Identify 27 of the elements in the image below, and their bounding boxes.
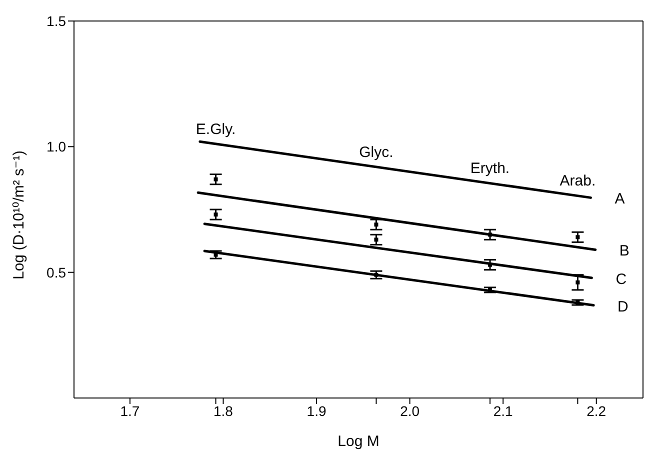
y-tick-label: 0.5 (46, 264, 66, 280)
x-tick-label: 2.1 (493, 402, 514, 419)
x-tick-label: 2.0 (400, 402, 420, 419)
x-tick-label: 1.8 (214, 402, 234, 419)
point (214, 212, 218, 217)
annotation: Eryth. (470, 160, 510, 178)
x-tick-label: 2.2 (586, 402, 606, 419)
annotation: E.Gly. (196, 121, 236, 138)
series-label: D (618, 298, 629, 316)
x-tick-label: 1.9 (306, 402, 326, 419)
x-axis-title: Log M (338, 433, 380, 450)
point (488, 232, 492, 237)
point (214, 177, 218, 182)
point (374, 222, 378, 227)
series-label: B (619, 242, 630, 260)
series-label: A (614, 190, 625, 208)
y-tick-label: 1.5 (46, 12, 66, 29)
point (488, 262, 492, 267)
y-tick-label: 1.0 (46, 138, 66, 155)
y-axis-title: Log (D·10¹⁰/m² s⁻¹) (10, 150, 28, 280)
annotation: Glyc. (359, 144, 394, 161)
series-label: C (616, 270, 627, 288)
annotation: Arab. (560, 172, 596, 190)
point (576, 235, 580, 240)
x-tick-label: 1.7 (120, 402, 140, 419)
point (576, 280, 580, 284)
point (374, 238, 378, 242)
